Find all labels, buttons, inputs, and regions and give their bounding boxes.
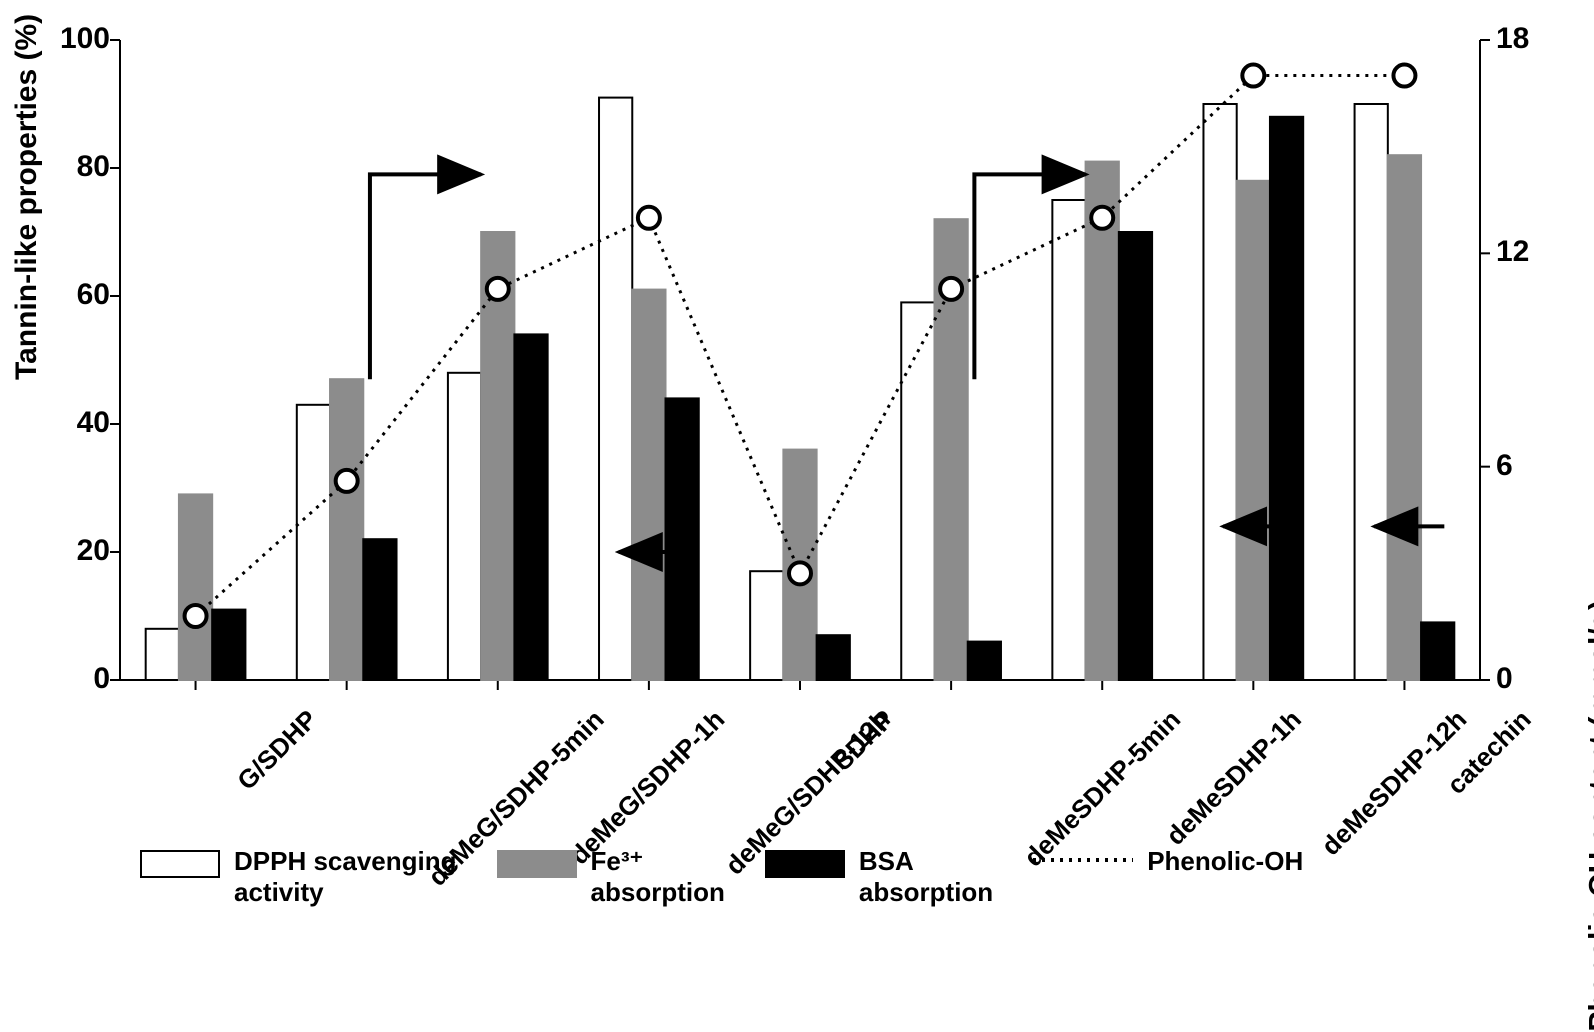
marker-phenolic-oh: [487, 278, 509, 300]
bar-DPPH-scavenging-activity: [599, 98, 632, 680]
bar-DPPH-scavenging-activity: [146, 629, 179, 680]
marker-phenolic-oh: [789, 562, 811, 584]
legend-label-phenolic: Phenolic-OH: [1147, 846, 1303, 877]
y-right-tick-label: 0: [1496, 662, 1556, 696]
indicator-arrow: [370, 174, 481, 379]
legend-item-dpph: DPPH scavengingactivity: [140, 846, 457, 908]
legend-swatch-bsa: [765, 850, 845, 878]
bar-BSA-absorption: [817, 635, 850, 680]
bar-BSA-absorption: [1421, 622, 1454, 680]
legend-item-bsa: BSAabsorption: [765, 846, 993, 908]
bar-DPPH-scavenging-activity: [750, 571, 783, 680]
y-left-tick-label: 60: [50, 278, 110, 312]
y-left-tick-label: 80: [50, 150, 110, 184]
bar-Fe3+-absorption: [632, 290, 665, 680]
y-left-tick-label: 0: [50, 662, 110, 696]
y-left-tick-label: 100: [50, 22, 110, 56]
legend-label-bsa: BSAabsorption: [859, 846, 993, 908]
bar-DPPH-scavenging-activity: [1203, 104, 1236, 680]
legend-line-phenolic: [1033, 846, 1133, 874]
bar-DPPH-scavenging-activity: [1052, 200, 1085, 680]
bar-DPPH-scavenging-activity: [297, 405, 330, 680]
bar-BSA-absorption: [1270, 117, 1303, 680]
y-right-tick-label: 12: [1496, 235, 1556, 269]
legend-label-fe3: Fe³⁺absorption: [591, 846, 725, 908]
marker-phenolic-oh: [638, 207, 660, 229]
legend-item-fe3: Fe³⁺absorption: [497, 846, 725, 908]
bar-BSA-absorption: [363, 539, 396, 680]
bar-DPPH-scavenging-activity: [901, 302, 934, 680]
marker-phenolic-oh: [1242, 65, 1264, 87]
bar-DPPH-scavenging-activity: [1355, 104, 1388, 680]
bar-Fe3+-absorption: [330, 379, 363, 680]
bar-BSA-absorption: [666, 398, 699, 680]
bar-Fe3+-absorption: [179, 494, 212, 680]
legend-swatch-fe3: [497, 850, 577, 878]
marker-phenolic-oh: [1091, 207, 1113, 229]
bar-BSA-absorption: [514, 334, 547, 680]
y-axis-left-label: Tannin-like properties (%): [10, 14, 44, 380]
marker-phenolic-oh: [940, 278, 962, 300]
y-left-tick-label: 40: [50, 406, 110, 440]
bar-Fe3+-absorption: [1237, 181, 1270, 680]
bar-DPPH-scavenging-activity: [448, 373, 481, 680]
marker-phenolic-oh: [185, 605, 207, 627]
bar-BSA-absorption: [968, 642, 1001, 680]
y-left-tick-label: 20: [50, 534, 110, 568]
marker-phenolic-oh: [1393, 65, 1415, 87]
chart-container: Tannin-like properties (%) Phenolic-OH c…: [20, 20, 1574, 908]
bar-Fe3+-absorption: [1086, 162, 1119, 680]
bar-BSA-absorption: [212, 610, 245, 680]
bar-BSA-absorption: [1119, 232, 1152, 680]
marker-phenolic-oh: [336, 470, 358, 492]
legend: DPPH scavengingactivity Fe³⁺absorption B…: [140, 846, 1554, 908]
y-right-tick-label: 6: [1496, 449, 1556, 483]
legend-label-dpph: DPPH scavengingactivity: [234, 846, 457, 908]
legend-swatch-dpph: [140, 850, 220, 878]
y-axis-right-label: Phenolic-OH content (mmol/g): [1584, 600, 1594, 1032]
y-right-tick-label: 18: [1496, 22, 1556, 56]
legend-item-phenolic: Phenolic-OH: [1033, 846, 1303, 877]
bar-Fe3+-absorption: [1388, 155, 1421, 680]
